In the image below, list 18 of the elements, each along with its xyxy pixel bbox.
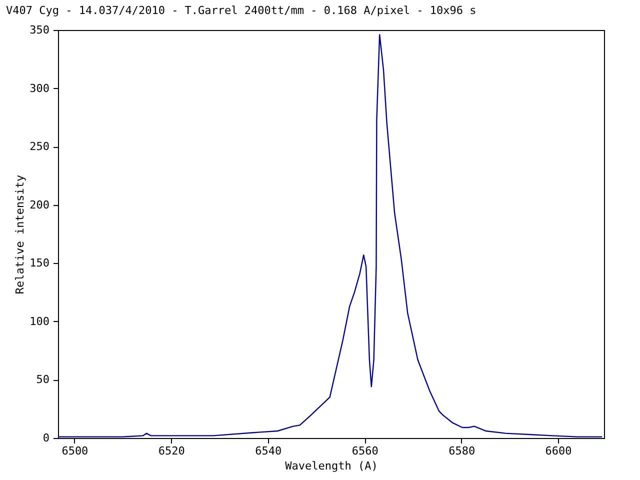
y-tick-label: 350 <box>30 24 50 36</box>
y-tick-label: 250 <box>30 140 50 154</box>
x-tick-label: 6500 <box>62 444 88 458</box>
x-tick-label: 6580 <box>448 444 476 458</box>
x-tick-label: 6520 <box>158 444 185 458</box>
y-tick-label: 150 <box>30 256 50 270</box>
x-tick-label: 6560 <box>352 444 378 458</box>
x-tick-label: 6600 <box>545 444 572 458</box>
y-tick-label: 0 <box>42 432 50 444</box>
y-tick-label: 100 <box>30 314 50 328</box>
line-series <box>57 34 603 438</box>
y-tick-label: 200 <box>30 198 50 212</box>
x-tick-label: 6540 <box>255 444 282 458</box>
x-axis-title: Wavelength (A) <box>285 460 378 472</box>
y-axis-title: Relative intensity <box>14 174 27 294</box>
y-tick-label: 50 <box>36 373 50 386</box>
chart-title: V407 Cyg - 14.037/4/2010 - T.Garrel 2400tt/mm - 0.168 A/pixel - 10x96 s <box>6 4 476 17</box>
y-tick-label: 300 <box>30 82 50 95</box>
